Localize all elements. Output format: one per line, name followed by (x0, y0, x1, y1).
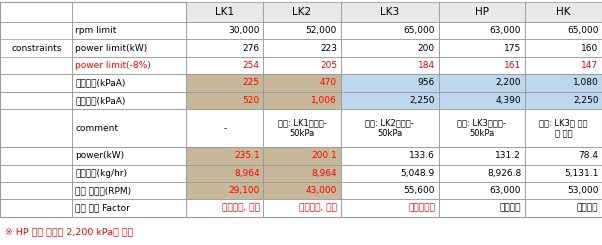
Bar (525, 74, 602, 92)
Text: 29,100: 29,100 (228, 186, 260, 195)
Text: 276: 276 (243, 44, 260, 53)
Text: 계산 회전수(RPM): 계산 회전수(RPM) (75, 186, 132, 195)
Bar (186, 182, 264, 199)
Text: rpm limit: rpm limit (75, 26, 117, 35)
Text: HP: HP (474, 7, 489, 17)
Bar (439, 74, 525, 92)
Bar (264, 92, 341, 109)
Bar (264, 74, 341, 92)
Bar (341, 2, 439, 22)
Text: power limit(kW): power limit(kW) (75, 44, 147, 53)
Text: 161: 161 (504, 61, 521, 70)
Text: 입구: LK3토출압-
50kPa: 입구: LK3토출압- 50kPa (458, 118, 506, 138)
Text: 입구: LK2토출압-
50kPa: 입구: LK2토출압- 50kPa (365, 118, 414, 138)
Bar (186, 147, 264, 165)
Bar (186, 74, 264, 92)
Text: 입구압력: 입구압력 (500, 204, 521, 213)
Text: constraints: constraints (11, 44, 61, 53)
Text: 956: 956 (418, 78, 435, 87)
Bar (264, 182, 341, 199)
Text: 63,000: 63,000 (489, 26, 521, 35)
Text: 출구압력: 출구압력 (577, 204, 598, 213)
Bar (186, 92, 264, 109)
Text: 출구: LK3와 토출
압 동일: 출구: LK3와 토출 압 동일 (539, 118, 588, 138)
Text: 225: 225 (243, 78, 260, 87)
Text: 254: 254 (243, 61, 260, 70)
Text: 78.4: 78.4 (579, 151, 598, 160)
Bar (186, 165, 264, 182)
Text: power(kW): power(kW) (75, 151, 125, 160)
Bar (341, 74, 439, 92)
Text: 184: 184 (418, 61, 435, 70)
Text: 1,006: 1,006 (311, 96, 337, 105)
Text: 8,926.8: 8,926.8 (487, 169, 521, 178)
Text: 133.6: 133.6 (409, 151, 435, 160)
Text: LK3: LK3 (380, 7, 399, 17)
Text: 175: 175 (504, 44, 521, 53)
Text: comment: comment (75, 124, 119, 133)
Text: 8,964: 8,964 (234, 169, 260, 178)
Text: 470: 470 (320, 78, 337, 87)
Bar (186, 2, 264, 22)
Text: 출구압력, 동력: 출구압력, 동력 (222, 204, 260, 213)
Bar (264, 2, 341, 22)
Text: 입출구압력: 입출구압력 (408, 204, 435, 213)
Bar (0, 2, 602, 217)
Text: 입구: LK1토출압-
50kPa: 입구: LK1토출압- 50kPa (278, 118, 326, 138)
Bar (439, 2, 525, 22)
Text: 65,000: 65,000 (403, 26, 435, 35)
Text: 입구압력(kPaA): 입구압력(kPaA) (75, 78, 126, 87)
Text: 160: 160 (581, 44, 598, 53)
Text: 4,390: 4,390 (495, 96, 521, 105)
Text: 2,250: 2,250 (409, 96, 435, 105)
Bar (525, 2, 602, 22)
Text: LK1: LK1 (216, 7, 234, 17)
Bar (264, 147, 341, 165)
Bar (341, 92, 439, 109)
Text: 출구압력, 동력: 출구압력, 동력 (299, 204, 337, 213)
Text: 63,000: 63,000 (489, 186, 521, 195)
Bar (525, 92, 602, 109)
Text: 200: 200 (418, 44, 435, 53)
Text: ※ HP 입구 압력을 2,200 kPa로 고정: ※ HP 입구 압력을 2,200 kPa로 고정 (5, 227, 133, 236)
Text: 2,200: 2,200 (495, 78, 521, 87)
Text: 2,250: 2,250 (573, 96, 598, 105)
Text: 223: 223 (320, 44, 337, 53)
Text: 131.2: 131.2 (495, 151, 521, 160)
Text: 43,000: 43,000 (306, 186, 337, 195)
Text: 계산 제한 Factor: 계산 제한 Factor (75, 204, 130, 213)
Text: HK: HK (556, 7, 571, 17)
Text: 65,000: 65,000 (567, 26, 598, 35)
Text: 55,600: 55,600 (403, 186, 435, 195)
Text: 5,048.9: 5,048.9 (401, 169, 435, 178)
Text: -: - (223, 124, 226, 133)
Text: 53,000: 53,000 (567, 186, 598, 195)
Text: 205: 205 (320, 61, 337, 70)
Text: 8,964: 8,964 (311, 169, 337, 178)
Text: 200.1: 200.1 (311, 151, 337, 160)
Text: 520: 520 (243, 96, 260, 105)
Bar (264, 165, 341, 182)
Bar (439, 92, 525, 109)
Text: 147: 147 (582, 61, 598, 70)
Text: 30,000: 30,000 (228, 26, 260, 35)
Text: power limit(-8%): power limit(-8%) (75, 61, 151, 70)
Text: 질량유량(kg/hr): 질량유량(kg/hr) (75, 169, 128, 178)
Text: 235.1: 235.1 (234, 151, 260, 160)
Text: 토출압력(kPaA): 토출압력(kPaA) (75, 96, 126, 105)
Text: 52,000: 52,000 (306, 26, 337, 35)
Text: 5,131.1: 5,131.1 (564, 169, 598, 178)
Text: LK2: LK2 (293, 7, 312, 17)
Text: 1,080: 1,080 (573, 78, 598, 87)
